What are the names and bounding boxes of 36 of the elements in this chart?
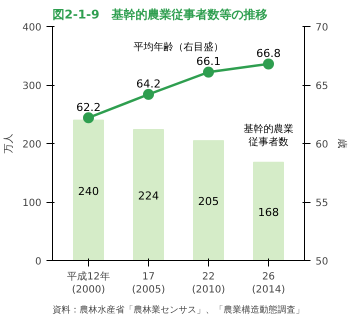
y2-tick-label: 50 <box>316 256 328 268</box>
y-tick-label: 200 <box>22 140 42 150</box>
point <box>203 66 214 78</box>
y2-tick-label: 65 <box>316 81 328 92</box>
data-label: 224 <box>138 189 159 202</box>
bar <box>253 162 284 260</box>
y-tick-label: 400 <box>22 22 42 34</box>
data-label: 168 <box>258 206 279 219</box>
y-axis-title: 万人 <box>3 134 14 154</box>
series-label: 平均年齢（右目盛） <box>134 41 224 54</box>
y2-tick-label: 70 <box>316 22 328 34</box>
y2-axis-title: 歳 <box>336 138 348 148</box>
data-label: 62.2 <box>76 100 101 114</box>
point <box>143 88 154 100</box>
x-tick-label: 17 (2005) <box>132 272 166 296</box>
y-tick-label: 100 <box>22 198 42 209</box>
y-tick-label: 300 <box>22 81 42 92</box>
data-label: 64.2 <box>136 77 161 90</box>
y-tick-label: 0 <box>35 256 42 268</box>
series-label: 基幹的農業従事者数 <box>244 123 294 148</box>
point <box>263 58 274 70</box>
y2-tick-label: 55 <box>316 198 328 209</box>
bar <box>133 128 164 260</box>
chart-title: 図2-1-9 基幹的農業従事者数等の推移 <box>52 8 268 22</box>
data-label: 240 <box>78 184 99 198</box>
point <box>83 112 94 124</box>
x-tick-label: 平成12年 (2000) <box>67 270 110 296</box>
text: 資料：農林水産省「農林業センサス」、「農業構造動態調査」 <box>52 304 304 316</box>
data-label: 66.8 <box>256 46 281 60</box>
data-label: 66.1 <box>196 55 221 68</box>
x-tick-label: 22 (2010) <box>192 272 226 296</box>
bar <box>193 140 224 260</box>
y2-tick-label: 60 <box>316 140 328 150</box>
data-label: 205 <box>198 195 219 208</box>
x-tick-label: 26 (2014) <box>252 272 286 296</box>
bar <box>73 120 104 260</box>
